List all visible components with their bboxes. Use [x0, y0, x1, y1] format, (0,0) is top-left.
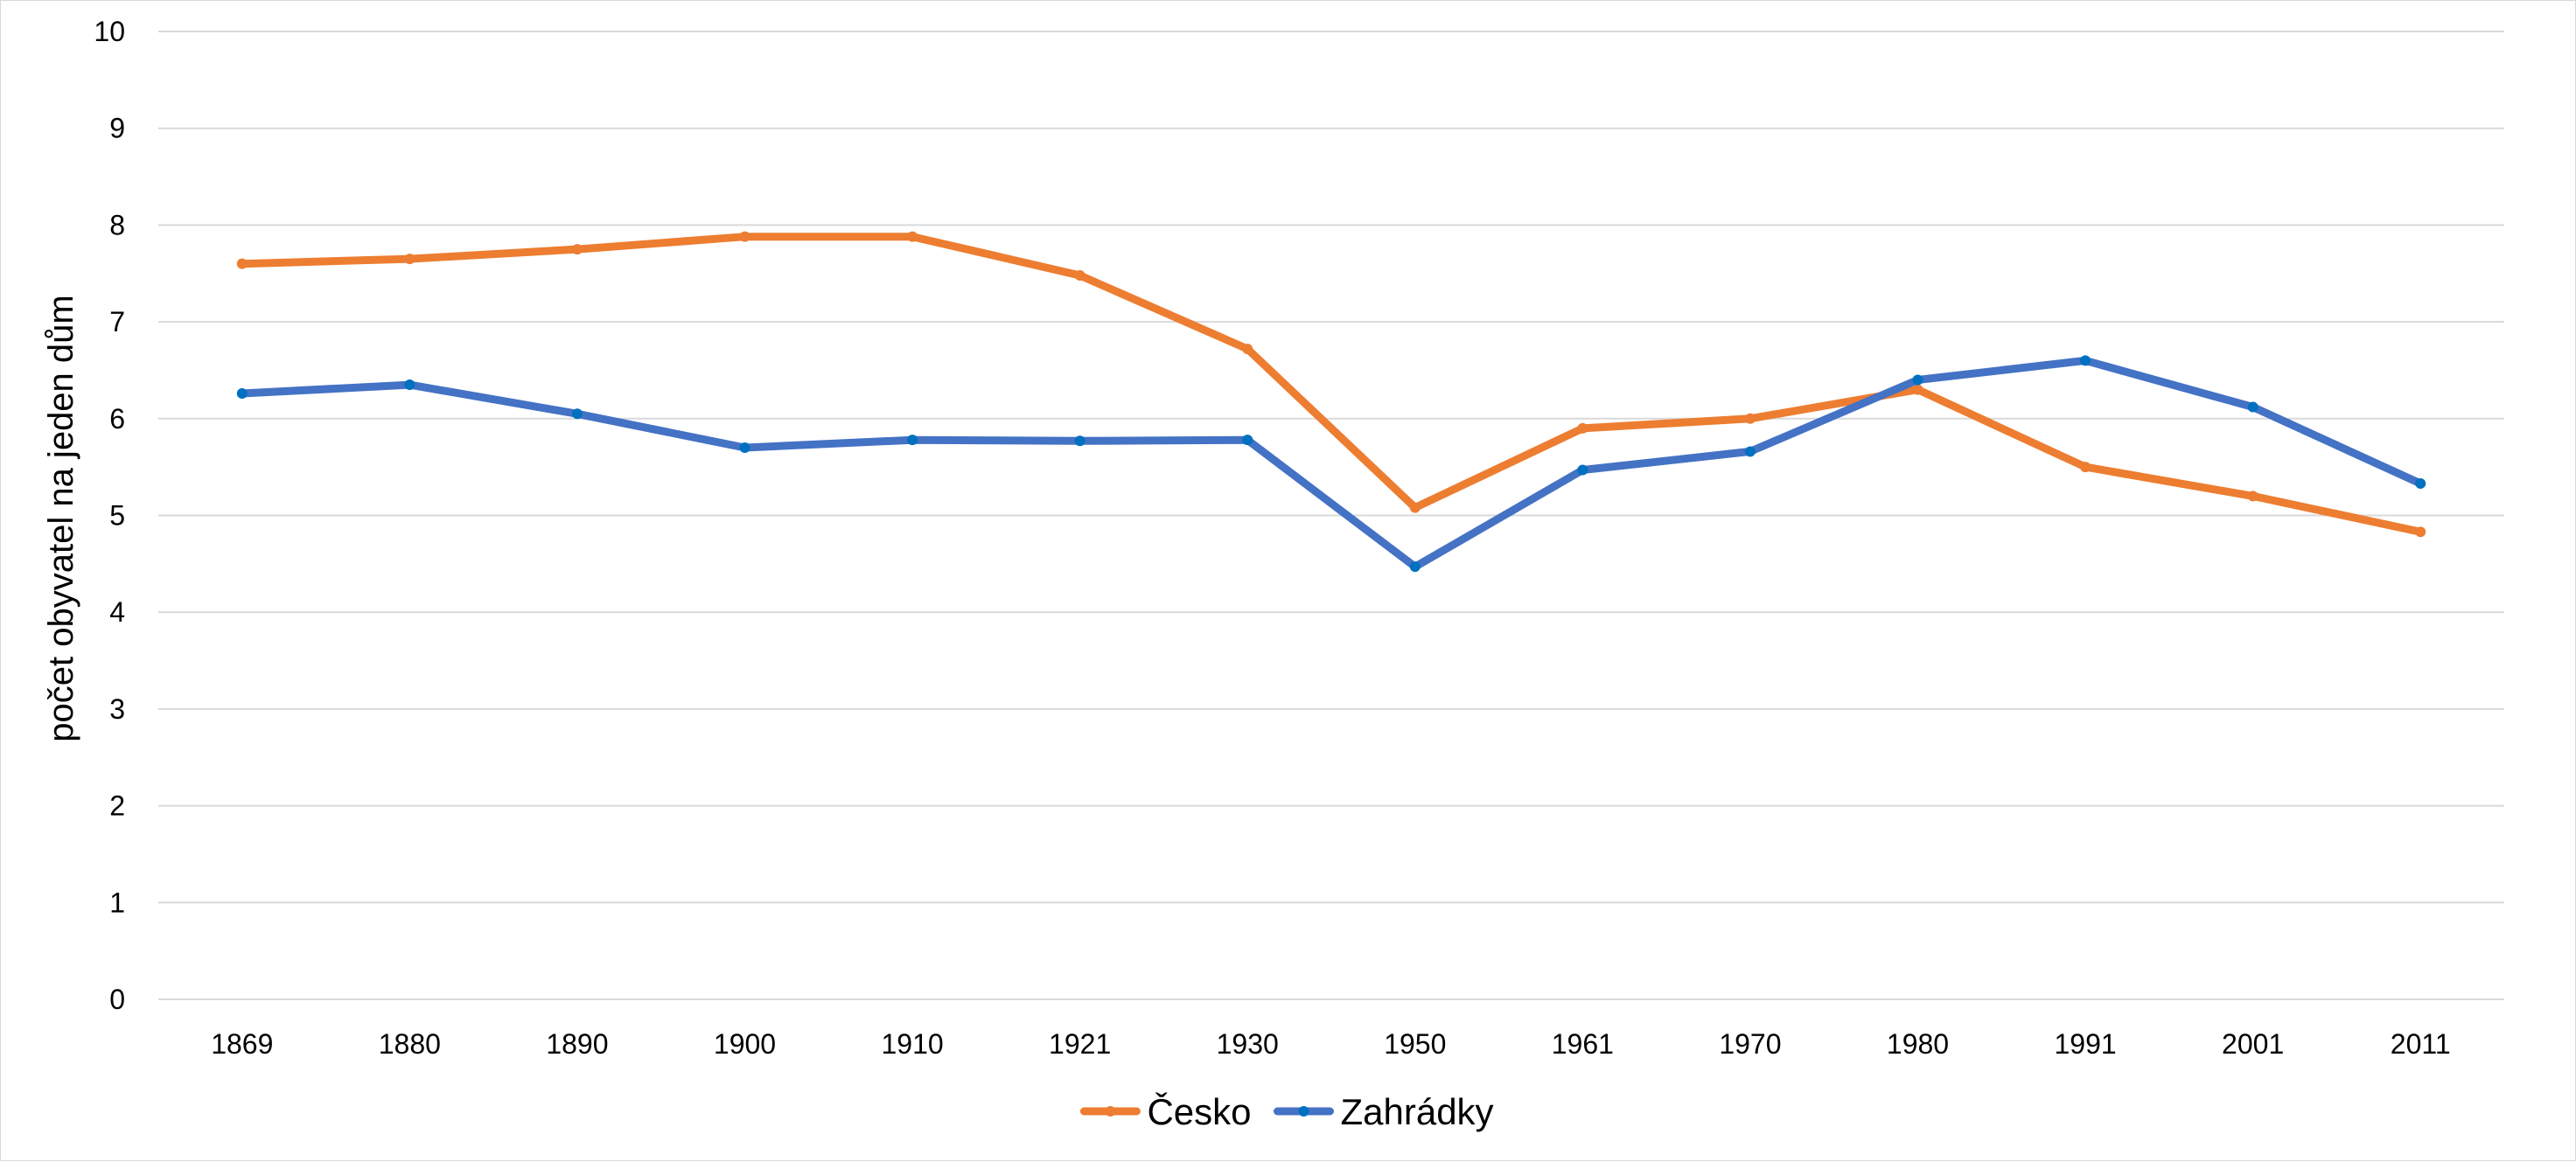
x-tick-label: 1980: [1887, 1028, 1949, 1060]
x-tick-label: 1869: [211, 1028, 273, 1060]
data-point: [2080, 462, 2091, 473]
data-point: [236, 388, 248, 400]
y-tick-label: 5: [109, 500, 125, 532]
data-point: [1074, 435, 1086, 447]
data-point: [907, 231, 918, 242]
data-point: [2247, 491, 2258, 502]
data-point: [1409, 561, 1421, 573]
data-point: [1744, 446, 1756, 457]
y-tick-label: 7: [109, 306, 125, 337]
x-tick-label: 1930: [1217, 1028, 1279, 1060]
data-point: [739, 231, 750, 242]
y-tick-label: 0: [109, 984, 125, 1015]
x-tick-label: 1910: [881, 1028, 943, 1060]
data-point: [907, 435, 918, 446]
data-point: [1577, 422, 1588, 434]
data-point: [1577, 464, 1588, 476]
y-tick-label: 4: [109, 596, 125, 628]
y-tick-label: 6: [109, 403, 125, 435]
series-1: [236, 231, 2426, 538]
series-line: [238, 233, 2425, 536]
y-tick-label: 2: [109, 790, 125, 822]
y-tick-label: 3: [109, 693, 125, 725]
series-line: [238, 356, 2425, 571]
legend-marker: [1298, 1106, 1309, 1117]
data-point: [1074, 269, 1086, 281]
x-tick-label: 1880: [379, 1028, 441, 1060]
x-tick-label: 1961: [1552, 1028, 1614, 1060]
x-tick-label: 1991: [2054, 1028, 2116, 1060]
data-point: [2415, 526, 2426, 538]
x-tick-label: 1921: [1049, 1028, 1111, 1060]
data-point: [571, 408, 583, 420]
legend-label: Česko: [1147, 1091, 1251, 1132]
y-tick-label: 1: [109, 887, 125, 918]
legend-item: Česko: [1079, 1091, 1252, 1132]
legend-marker: [1105, 1106, 1116, 1117]
x-tick-label: 1950: [1384, 1028, 1446, 1060]
x-tick-label: 1900: [714, 1028, 776, 1060]
data-point: [1409, 502, 1421, 513]
data-point: [404, 379, 415, 391]
series-2: [236, 355, 2426, 573]
data-point: [2415, 477, 2426, 489]
data-point: [236, 258, 248, 269]
x-tick-label: 1970: [1719, 1028, 1781, 1060]
data-point: [2247, 401, 2258, 413]
y-tick-label: 10: [94, 16, 125, 47]
series-lines: [236, 231, 2426, 573]
data-point: [1912, 374, 1923, 386]
y-axis-title: počet obyvatel na jeden dům: [42, 295, 80, 741]
x-tick-label: 2011: [2391, 1028, 2451, 1060]
y-tick-label: 9: [109, 113, 125, 144]
legend-item: Zahrádky: [1273, 1091, 1494, 1132]
x-tick-label: 2001: [2222, 1028, 2284, 1060]
data-point: [1242, 435, 1253, 446]
data-point: [571, 244, 583, 255]
data-point: [2080, 355, 2091, 366]
gridlines: [158, 31, 2504, 1000]
data-point: [1242, 344, 1253, 355]
legend: Česko Zahrádky: [1079, 1091, 1494, 1132]
x-tick-label: 1890: [546, 1028, 608, 1060]
data-point: [404, 254, 415, 265]
data-point: [739, 442, 750, 454]
legend-label: Zahrádky: [1340, 1091, 1493, 1132]
y-axis-tick-labels: 0 1 2 3 4 5 6 7 8 9 10: [94, 16, 125, 1015]
y-tick-label: 8: [109, 209, 125, 240]
data-point: [1912, 384, 1923, 395]
x-axis-tick-labels: 1869 1880 1890 1900 1910 1921 1930 1950 1961 1970…: [211, 1028, 2450, 1060]
data-point: [1744, 413, 1756, 424]
